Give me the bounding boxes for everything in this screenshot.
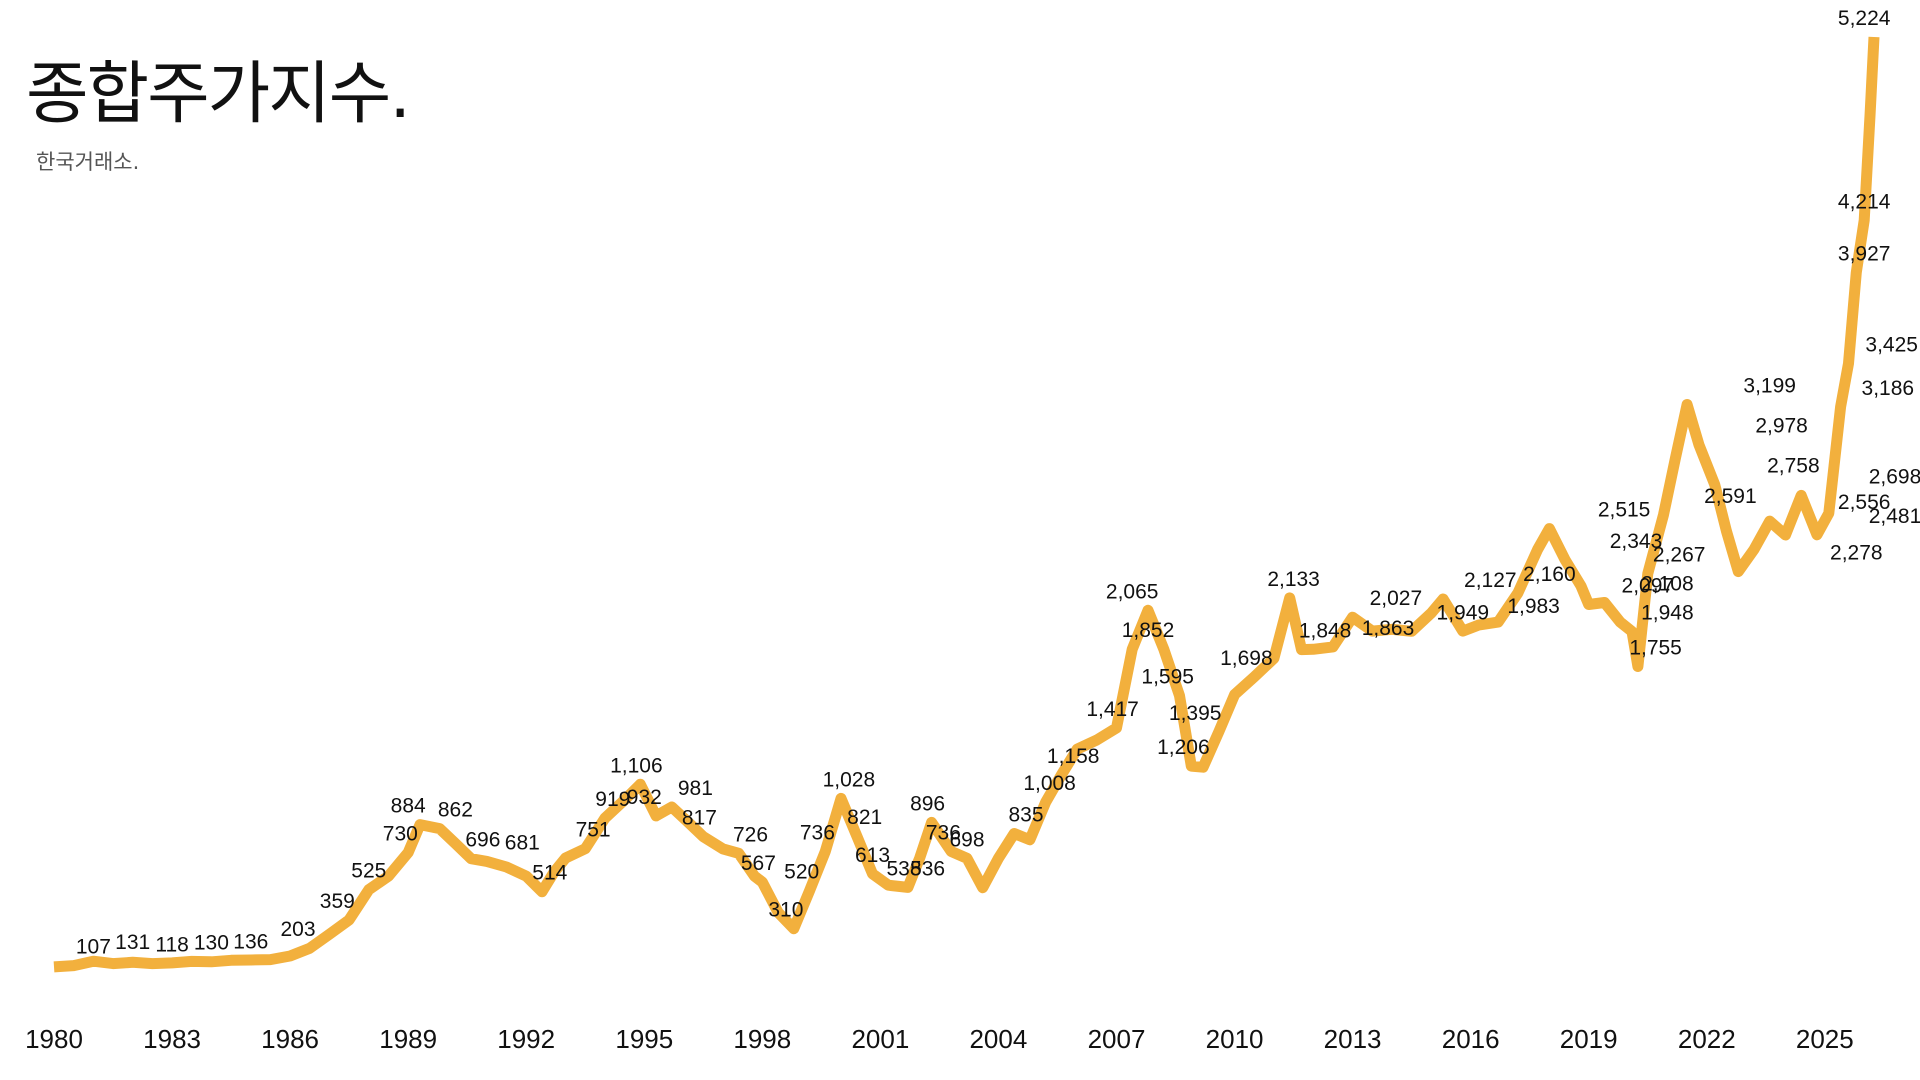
x-tick-label-1983: 1983 <box>143 1024 201 1054</box>
data-label-64: 2,481 <box>1869 505 1920 528</box>
data-label-30: 736 <box>926 821 961 844</box>
data-label-7: 525 <box>351 860 386 883</box>
x-tick-label-2022: 2022 <box>1678 1024 1736 1054</box>
data-label-17: 932 <box>627 786 662 809</box>
data-label-61: 2,758 <box>1767 455 1820 478</box>
data-label-65: 2,698 <box>1869 465 1920 488</box>
page-subtitle: 한국거래소. <box>36 150 140 174</box>
data-label-45: 1,863 <box>1362 617 1415 640</box>
data-label-25: 1,028 <box>823 768 876 791</box>
x-tick-label-1980: 1980 <box>25 1024 83 1054</box>
data-label-67: 3,425 <box>1865 334 1918 357</box>
x-tick-label-2004: 2004 <box>969 1024 1027 1054</box>
data-label-12: 681 <box>505 831 540 854</box>
data-label-48: 2,127 <box>1464 569 1517 592</box>
data-label-62: 2,556 <box>1838 491 1891 514</box>
data-label-10: 862 <box>438 799 473 822</box>
data-label-70: 5,224 <box>1838 7 1891 30</box>
data-label-68: 3,927 <box>1838 242 1891 265</box>
data-label-14: 751 <box>576 819 611 842</box>
data-label-37: 2,065 <box>1106 580 1159 603</box>
data-label-59: 3,199 <box>1743 375 1796 398</box>
x-tick-label-2025: 2025 <box>1796 1024 1854 1054</box>
data-label-22: 310 <box>768 899 803 922</box>
data-label-54: 2,108 <box>1641 573 1694 596</box>
data-label-60: 2,978 <box>1755 415 1808 438</box>
data-label-13: 514 <box>532 862 567 885</box>
x-tick-label-2013: 2013 <box>1324 1024 1382 1054</box>
data-label-29: 896 <box>910 792 945 815</box>
x-tick-label-2019: 2019 <box>1560 1024 1618 1054</box>
x-tick-label-1995: 1995 <box>615 1024 673 1054</box>
data-label-11: 696 <box>465 829 500 852</box>
data-label-42: 1,698 <box>1220 647 1273 670</box>
data-label-55: 2,267 <box>1653 544 1706 567</box>
data-label-58: 2,591 <box>1704 485 1757 508</box>
x-tick-label-1989: 1989 <box>379 1024 437 1054</box>
data-label-57: 1,755 <box>1629 637 1682 660</box>
data-label-38: 1,852 <box>1122 619 1175 642</box>
data-label-16: 1,106 <box>610 754 663 777</box>
data-label-24: 736 <box>800 821 835 844</box>
page-title: 종합주가지수. <box>26 55 411 134</box>
data-label-18: 981 <box>678 777 713 800</box>
data-label-39: 1,595 <box>1141 666 1194 689</box>
data-label-26: 821 <box>847 806 882 829</box>
data-label-47: 1,949 <box>1437 601 1490 624</box>
data-label-51: 2,515 <box>1598 499 1651 522</box>
data-label-63: 2,278 <box>1830 542 1883 565</box>
data-label-0: 107 <box>76 936 111 959</box>
x-tick-label-1992: 1992 <box>497 1024 555 1054</box>
series-line-0 <box>53 36 1880 973</box>
series-line-group <box>53 36 1880 973</box>
data-label-6: 359 <box>320 890 355 913</box>
data-label-21: 567 <box>741 852 776 875</box>
data-label-8: 730 <box>383 823 418 846</box>
x-tick-label-1986: 1986 <box>261 1024 319 1054</box>
data-label-44: 1,848 <box>1299 620 1352 643</box>
data-label-52: 2,343 <box>1610 530 1663 553</box>
x-axis-tick-group: 1980 1983 1986 1989 1992 1995 1998 2001 2004 2007… <box>25 1024 1854 1054</box>
data-label-33: 835 <box>1008 804 1043 827</box>
data-label-23: 520 <box>784 861 819 884</box>
data-label-41: 1,206 <box>1157 736 1210 759</box>
data-label-46: 2,027 <box>1370 587 1423 610</box>
x-tick-label-2001: 2001 <box>851 1024 909 1054</box>
data-label-3: 130 <box>194 931 229 954</box>
data-label-27: 613 <box>855 844 890 867</box>
data-label-2: 118 <box>155 934 188 957</box>
data-label-32: 536 <box>910 858 945 881</box>
data-label-5: 203 <box>280 918 315 941</box>
data-label-9: 884 <box>391 795 426 818</box>
data-label-1: 131 <box>115 931 150 954</box>
data-label-35: 1,158 <box>1047 745 1100 768</box>
data-label-66: 3,186 <box>1862 377 1915 400</box>
data-label-34: 1,008 <box>1023 772 1076 795</box>
data-label-4: 136 <box>233 930 268 953</box>
data-label-19: 817 <box>682 807 717 830</box>
data-label-49: 1,983 <box>1507 595 1560 618</box>
x-tick-label-2007: 2007 <box>1088 1024 1146 1054</box>
data-label-56: 1,948 <box>1641 602 1694 625</box>
x-tick-label-2016: 2016 <box>1442 1024 1500 1054</box>
x-tick-label-1998: 1998 <box>733 1024 791 1054</box>
data-label-15: 919 <box>595 788 630 811</box>
x-tick-label-2010: 2010 <box>1206 1024 1264 1054</box>
data-label-36: 1,417 <box>1086 698 1139 721</box>
data-label-53: 2,097 <box>1622 575 1675 598</box>
data-label-69: 4,214 <box>1838 190 1891 213</box>
data-label-31: 698 <box>949 828 984 851</box>
data-label-20: 726 <box>733 823 768 846</box>
data-label-40: 1,395 <box>1169 702 1222 725</box>
data-label-28: 538 <box>886 857 921 880</box>
data-label-50: 2,160 <box>1523 563 1576 586</box>
data-label-43: 2,133 <box>1267 568 1320 591</box>
